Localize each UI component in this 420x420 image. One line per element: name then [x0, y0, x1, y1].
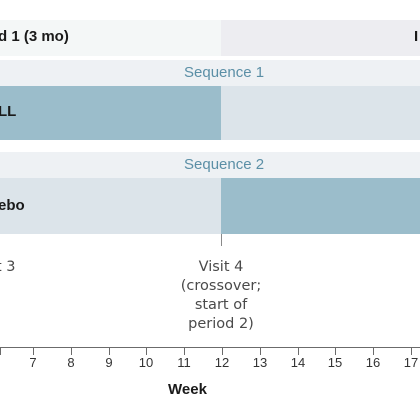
- week-tick-label: 17: [403, 355, 419, 370]
- week-tick: [335, 348, 336, 355]
- sequence-2-crossover-bar: [221, 178, 420, 234]
- sequence-1-band: [0, 60, 420, 86]
- sequence-1-crossover-bar: [221, 86, 420, 140]
- week-axis-title: Week: [168, 381, 207, 398]
- week-tick-label: 15: [327, 355, 343, 370]
- sequence-2-placebo-bar: [0, 178, 221, 234]
- visit-4-marker-line: [221, 234, 222, 246]
- sequence-1-treatment-label: LL: [0, 103, 17, 120]
- sequence-1-treatment-bar: [0, 86, 221, 140]
- sequence-1-label: Sequence 1: [184, 64, 265, 81]
- week-tick: [298, 348, 299, 355]
- week-tick: [260, 348, 261, 355]
- visit-3-label: t 3: [0, 259, 16, 275]
- week-tick: [222, 348, 223, 355]
- week-tick: [146, 348, 147, 355]
- period-1-band: [0, 20, 221, 56]
- period-2-band: [221, 20, 420, 56]
- week-tick-label: 16: [365, 355, 381, 370]
- week-tick: [0, 348, 1, 355]
- week-tick-label: 10: [138, 355, 154, 370]
- week-tick-label: 11: [177, 355, 191, 370]
- week-axis-line: [0, 347, 420, 348]
- week-tick-label: 7: [29, 355, 37, 370]
- week-tick-label: 9: [105, 355, 113, 370]
- week-tick-label: 14: [290, 355, 306, 370]
- week-tick: [109, 348, 110, 355]
- period-1-label: d 1 (3 mo): [0, 28, 69, 45]
- week-tick: [373, 348, 374, 355]
- period-2-label: I: [414, 28, 419, 45]
- week-tick-label: 8: [67, 355, 75, 370]
- week-tick-label: 13: [252, 355, 268, 370]
- week-tick: [33, 348, 34, 355]
- week-tick: [184, 348, 185, 355]
- sequence-2-label: Sequence 2: [184, 156, 265, 173]
- week-tick-label: 12: [214, 355, 230, 370]
- sequence-2-placebo-label: ebo: [0, 197, 25, 214]
- week-tick: [71, 348, 72, 355]
- week-tick: [411, 348, 412, 355]
- visit-4-label: Visit 4 (crossover; start of period 2): [180, 259, 262, 332]
- sequence-2-band: [0, 152, 420, 178]
